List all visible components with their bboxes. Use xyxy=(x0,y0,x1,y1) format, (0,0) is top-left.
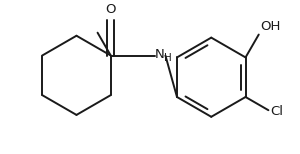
Text: H: H xyxy=(164,53,172,63)
Text: Cl: Cl xyxy=(270,105,283,118)
Text: O: O xyxy=(106,3,116,16)
Text: N: N xyxy=(155,48,165,61)
Text: OH: OH xyxy=(261,20,281,33)
